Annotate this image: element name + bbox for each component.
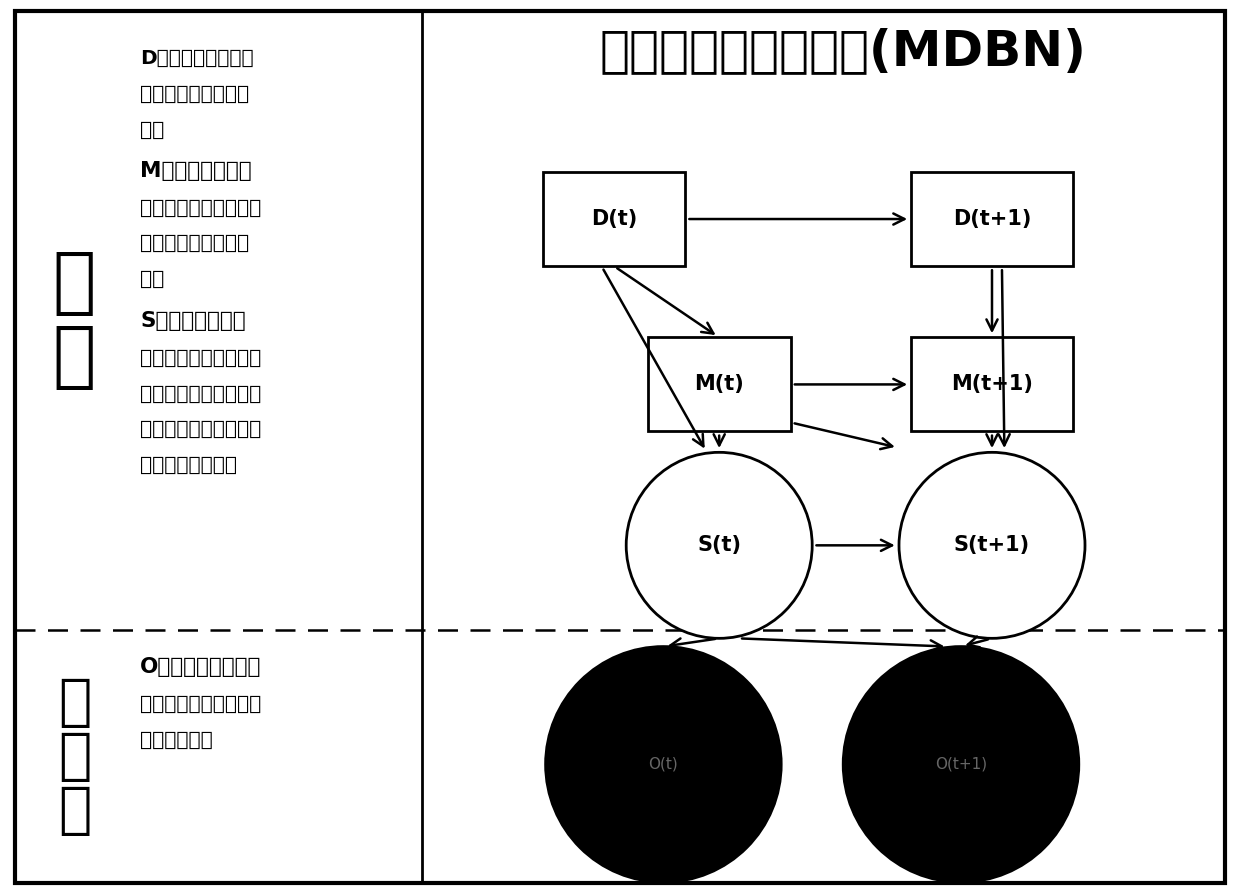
Text: （包括车辆横向位置、: （包括车辆横向位置、 bbox=[140, 349, 262, 367]
Text: 车辆横摆角速度）: 车辆横摆角速度） bbox=[140, 456, 237, 475]
Text: 隐
层: 隐 层 bbox=[53, 249, 95, 392]
Ellipse shape bbox=[546, 646, 781, 882]
Text: 性）: 性） bbox=[140, 121, 165, 139]
Bar bbox=[911, 172, 1073, 266]
Text: 车辆、道路和交通的相: 车辆、道路和交通的相 bbox=[140, 695, 262, 713]
Text: O：观测信息（周围: O：观测信息（周围 bbox=[140, 657, 262, 677]
Text: S：车辆状态信息: S：车辆状态信息 bbox=[140, 311, 246, 331]
Text: D：驾驶员信息（包: D：驾驶员信息（包 bbox=[140, 49, 254, 68]
Text: 速模型、匀速转向模: 速模型、匀速转向模 bbox=[140, 234, 249, 253]
Text: 型）: 型） bbox=[140, 270, 165, 289]
Text: 关序列信息）: 关序列信息） bbox=[140, 730, 213, 749]
Text: O(t): O(t) bbox=[649, 757, 678, 772]
Text: 观
测
层: 观 测 层 bbox=[58, 676, 91, 838]
Ellipse shape bbox=[843, 646, 1079, 882]
Text: （包括匀速模型、匀加: （包括匀速模型、匀加 bbox=[140, 198, 262, 217]
Text: M：车辆模型选择: M：车辆模型选择 bbox=[140, 161, 252, 181]
Text: 括驾驶意图和驾驶特: 括驾驶意图和驾驶特 bbox=[140, 85, 249, 104]
Text: M(t+1): M(t+1) bbox=[951, 375, 1033, 394]
Bar bbox=[543, 172, 684, 266]
Text: D(t): D(t) bbox=[590, 209, 637, 229]
Text: 度、车辆加速度，以及: 度、车辆加速度，以及 bbox=[140, 420, 262, 439]
Text: 混合动态贝叶斯网络(MDBN): 混合动态贝叶斯网络(MDBN) bbox=[600, 27, 1086, 75]
Ellipse shape bbox=[626, 452, 812, 638]
Ellipse shape bbox=[899, 452, 1085, 638]
Text: M(t): M(t) bbox=[694, 375, 744, 394]
Bar bbox=[647, 338, 791, 432]
Text: O(t+1): O(t+1) bbox=[935, 757, 987, 772]
Bar bbox=[911, 338, 1073, 432]
Text: 车辆纵向位置、车辆速: 车辆纵向位置、车辆速 bbox=[140, 384, 262, 403]
Text: S(t+1): S(t+1) bbox=[954, 536, 1030, 555]
Text: D(t+1): D(t+1) bbox=[952, 209, 1032, 229]
Text: S(t): S(t) bbox=[697, 536, 742, 555]
